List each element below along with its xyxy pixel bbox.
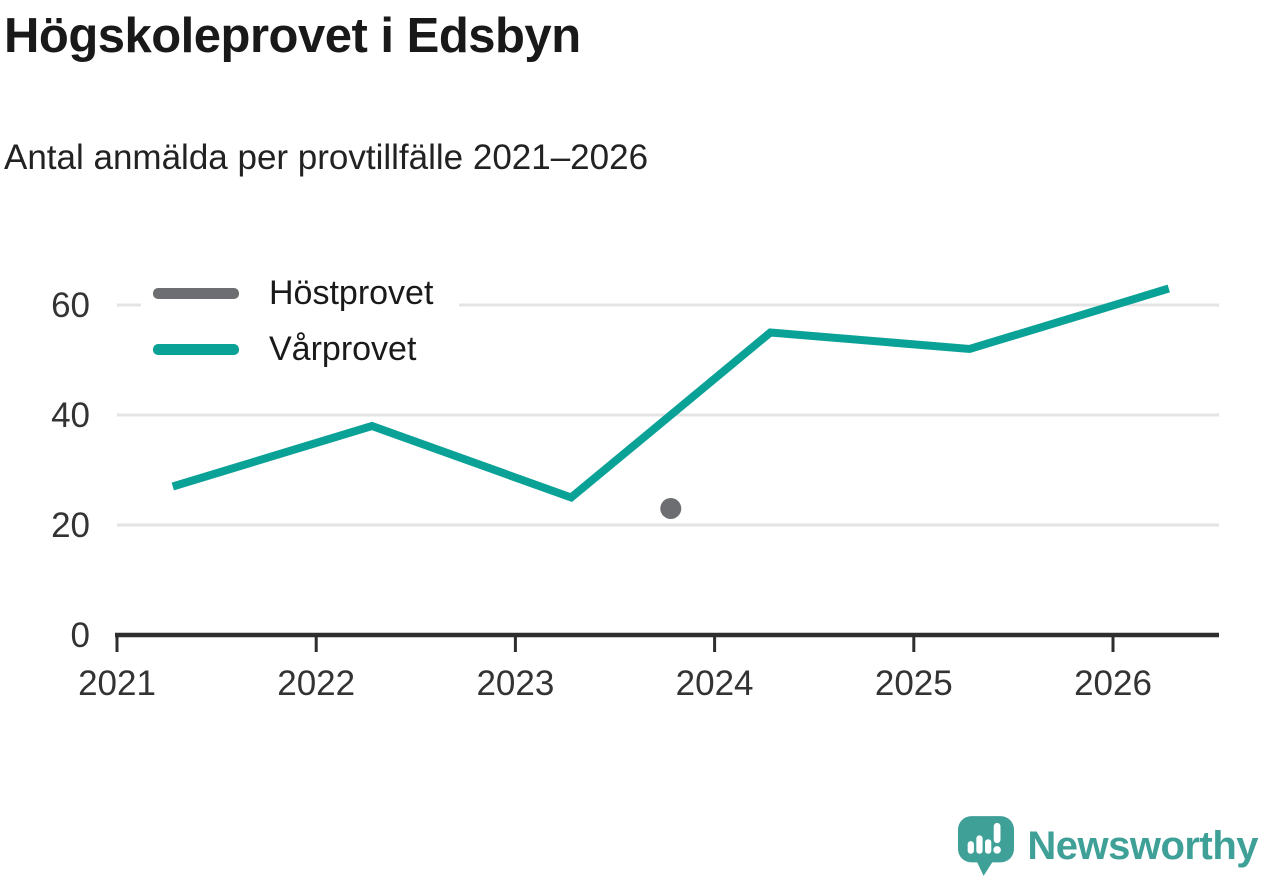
series-line-vårprovet [171,284,1170,503]
brand-name: Newsworthy [1027,823,1258,868]
legend-label: Vårprovet [269,330,417,368]
legend-item-hostprovet: Höstprovet [153,274,433,313]
y-tick-label: 60 [51,286,90,325]
chart-subtitle: Antal anmälda per provtillfälle 2021–202… [4,138,649,177]
chart-title: Högskoleprovet i Edsbyn [4,9,581,63]
y-tick-label: 40 [51,396,90,435]
x-tick-label: 2022 [277,664,355,703]
legend-swatch-hostprovet [153,288,239,299]
x-tick-label: 2021 [78,664,156,703]
x-tick-label: 2026 [1074,664,1152,703]
series-point-höstprovet [660,498,682,519]
newsworthy-attribution: Newsworthy [958,815,1258,877]
x-tick-label: 2023 [476,664,554,703]
y-tick-label: 0 [71,616,90,655]
legend: Höstprovet Vårprovet [141,266,460,377]
newsworthy-logo-icon [958,816,1015,876]
legend-swatch-varprovet [153,344,239,355]
legend-item-varprovet: Vårprovet [153,330,433,369]
x-tick-label: 2024 [676,664,754,703]
x-tick-label: 2025 [875,664,953,703]
legend-label: Höstprovet [269,274,434,312]
y-tick-label: 20 [51,506,90,545]
